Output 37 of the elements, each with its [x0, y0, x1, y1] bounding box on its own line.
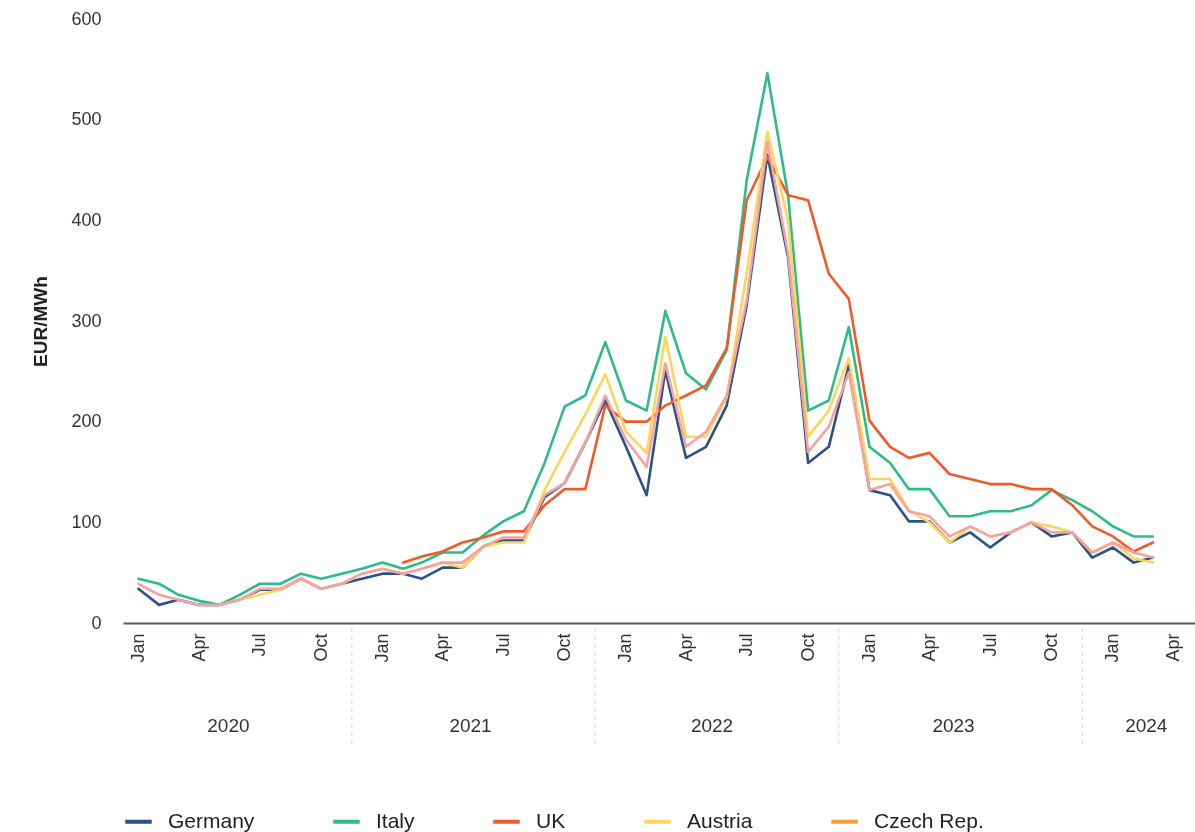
x-tick-label: Jan [371, 633, 392, 663]
y-tick-label: 400 [71, 209, 102, 230]
x-tick-label: Jul [492, 633, 513, 657]
legend-label: Austria [687, 808, 753, 832]
x2-tick-label: 2023 [932, 715, 975, 736]
x-tick-label: Jul [249, 633, 270, 657]
y-tick-label: 300 [71, 310, 102, 331]
x-tick-label: Jan [858, 633, 879, 663]
x-tick-label: Apr [1163, 633, 1184, 662]
y-tick-label: 100 [71, 511, 102, 532]
y-tick-label: 500 [71, 109, 102, 130]
x-tick-label: Apr [432, 633, 453, 662]
x-tick-label: Oct [797, 633, 818, 662]
x-tick-label: Oct [310, 633, 331, 662]
y-tick-label: 600 [71, 8, 102, 29]
x-tick-label: Oct [554, 633, 575, 662]
x2-tick-label: 2020 [207, 715, 250, 736]
x2-tick-label: 2022 [690, 715, 734, 736]
legend-label: Czech Rep. [874, 808, 984, 832]
x-tick-label: Jan [127, 633, 148, 663]
legend-label: UK [536, 808, 566, 832]
x-tick-label: Oct [1041, 633, 1062, 662]
x2-tick-label: 2024 [1125, 715, 1168, 736]
x-tick-label: Jan [1102, 633, 1123, 663]
legend-label: Germany [168, 808, 255, 832]
y-tick-label: 0 [91, 612, 102, 633]
x-tick-label: Jul [736, 633, 757, 657]
x-tick-label: Apr [675, 633, 696, 662]
y-tick-label: 200 [71, 411, 102, 432]
x-tick-label: Jul [979, 633, 1000, 657]
x-tick-label: Apr [919, 633, 939, 662]
y-axis-title: EUR/MWh [30, 276, 52, 367]
x-tick-label: Jan [615, 633, 636, 663]
line-series [401, 155, 1155, 564]
x2-tick-label: 2021 [449, 715, 492, 736]
x-tick-label: Apr [188, 633, 209, 662]
legend-label: Italy [376, 808, 416, 832]
